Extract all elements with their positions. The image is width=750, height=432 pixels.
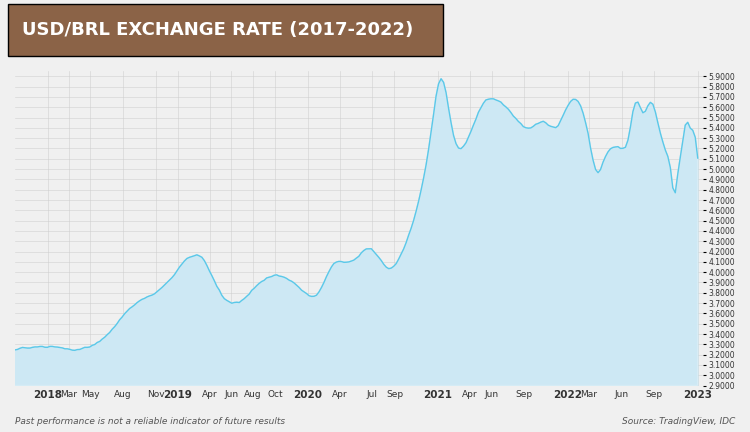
Text: USD/BRL EXCHANGE RATE (2017-2022): USD/BRL EXCHANGE RATE (2017-2022): [22, 21, 414, 39]
Text: Source: TradingView, IDC: Source: TradingView, IDC: [622, 416, 735, 426]
Text: Past performance is not a reliable indicator of future results: Past performance is not a reliable indic…: [15, 416, 285, 426]
